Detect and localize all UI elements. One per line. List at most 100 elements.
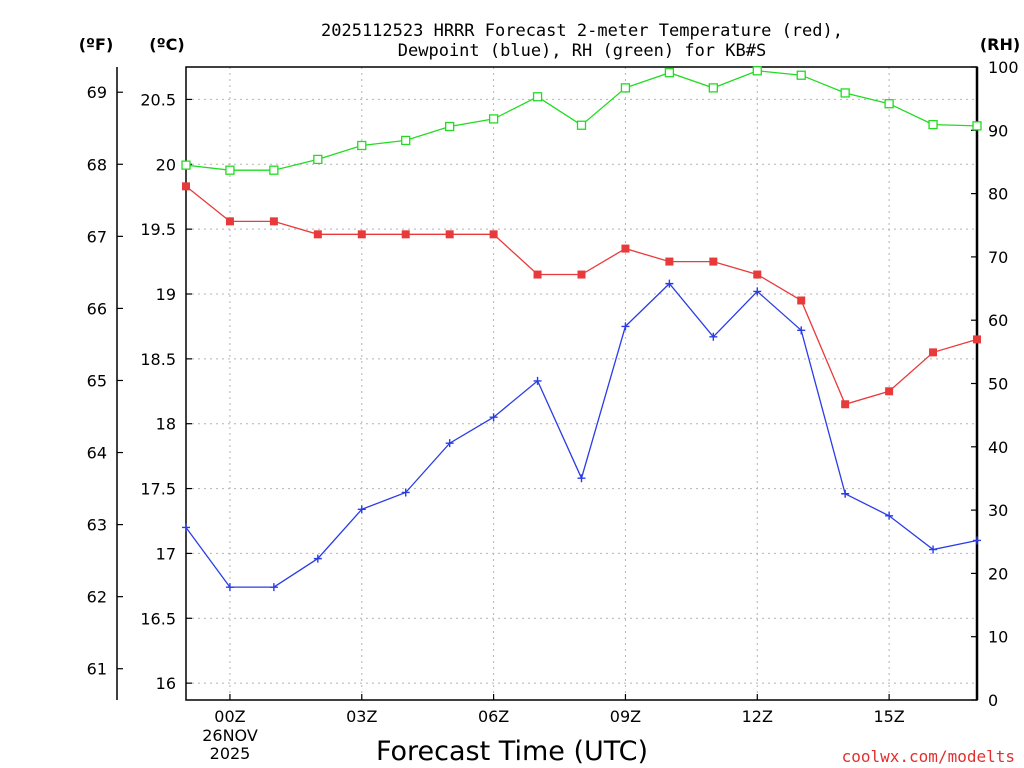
celsius-tick-label: 19: [156, 285, 176, 304]
fahrenheit-axis: 61 62 63 64 65 66 67 68 69: [87, 83, 123, 679]
fahrenheit-tick-label: 64: [87, 444, 107, 463]
celsius-tick-label: 16: [156, 674, 176, 693]
time-tick-label: 03Z: [346, 707, 377, 726]
rh-point: [532, 92, 543, 102]
dewpoint-point: [489, 413, 498, 422]
dewpoint-point: [841, 489, 850, 498]
temperature-point: [489, 230, 498, 239]
rh-unit-label: (RH): [980, 35, 1020, 54]
rh-point: [181, 160, 191, 170]
temperature-point: [709, 257, 718, 266]
dewpoint-point: [753, 287, 762, 296]
rh-tick-label: 30: [988, 501, 1008, 520]
dewpoint-point: [929, 545, 938, 554]
rh-tick-label: 90: [988, 121, 1008, 140]
temperature-point: [841, 400, 850, 409]
rh-axis: 0 10 20 30 40 50 60 70 80 90 100: [971, 58, 1019, 710]
time-axis: 00Z 03Z 06Z 09Z 12Z 15Z: [214, 694, 905, 726]
time-tick-label: 00Z: [214, 707, 245, 726]
rh-point: [269, 165, 279, 175]
rh-point: [313, 154, 323, 165]
fahrenheit-tick-label: 63: [87, 516, 107, 535]
rh-point: [576, 120, 587, 130]
dewpoint-point: [577, 474, 586, 483]
rh-tick-label: 20: [988, 564, 1008, 583]
fahrenheit-tick-label: 62: [87, 588, 107, 607]
rh-line: [185, 70, 978, 171]
rh-tick-label: 0: [988, 691, 998, 710]
rh-tick-label: 100: [988, 58, 1019, 77]
celsius-tick-label: 18.5: [140, 350, 176, 369]
temperature-point: [225, 217, 234, 226]
temperature-line: [185, 185, 978, 406]
celsius-tick-label: 17.5: [140, 480, 176, 499]
grid-lines: [186, 67, 977, 700]
rh-point: [752, 66, 762, 76]
rh-point: [357, 140, 367, 151]
rh-point: [488, 114, 499, 124]
dewpoint-point: [269, 583, 278, 592]
rh-tick-label: 70: [988, 248, 1008, 267]
rh-point: [972, 121, 982, 131]
dewpoint-point: [313, 554, 322, 563]
rh-point: [445, 121, 455, 132]
temperature-point: [445, 230, 454, 239]
dewpoint-point: [709, 332, 718, 341]
temperature-series: [182, 182, 981, 409]
rh-point: [225, 165, 235, 175]
rh-point: [884, 99, 894, 109]
time-tick-label: 09Z: [610, 707, 641, 726]
temperature-point: [929, 348, 938, 357]
rh-point: [620, 83, 631, 93]
celsius-tick-label: 18: [156, 415, 176, 434]
time-tick-label: 06Z: [478, 707, 509, 726]
dewpoint-series: [182, 279, 981, 592]
dewpoint-point: [182, 523, 190, 532]
rh-point: [928, 119, 938, 130]
temperature-point: [533, 270, 542, 279]
celsius-unit-label: (ºC): [149, 35, 184, 54]
rh-tick-label: 80: [988, 185, 1008, 204]
celsius-tick-label: 20.5: [140, 90, 176, 109]
plot-frame: [185, 66, 978, 701]
temperature-point: [577, 270, 586, 279]
temperature-point: [269, 217, 278, 226]
celsius-tick-label: 17: [156, 544, 176, 563]
fahrenheit-tick-label: 66: [87, 299, 107, 318]
temperature-point: [621, 244, 630, 253]
dewpoint-point: [533, 376, 542, 385]
dewpoint-point: [885, 511, 894, 520]
temperature-point: [973, 335, 981, 344]
temperature-point: [357, 230, 366, 239]
celsius-tick-label: 19.5: [140, 220, 176, 239]
credit-text: coolwx.com/modelts: [842, 747, 1015, 766]
rh-point: [401, 135, 411, 146]
rh-point: [796, 70, 806, 80]
celsius-tick-label: 16.5: [140, 609, 176, 628]
temperature-point: [665, 257, 674, 266]
celsius-tick-label: 20: [156, 155, 176, 174]
dewpoint-point: [225, 583, 234, 592]
rh-point: [840, 88, 850, 98]
temperature-point: [797, 296, 806, 305]
fahrenheit-tick-label: 61: [87, 660, 107, 679]
rh-tick-label: 40: [988, 438, 1008, 457]
celsius-axis: 16 16.5 17 17.5 18 18.5 19 19.5 20 20.5: [140, 90, 192, 693]
rh-point: [664, 68, 675, 78]
rh-tick-label: 60: [988, 311, 1008, 330]
dewpoint-point: [401, 488, 410, 497]
fahrenheit-tick-label: 69: [87, 83, 107, 102]
dewpoint-point: [797, 326, 806, 335]
dewpoint-point: [445, 439, 454, 448]
temperature-point: [885, 387, 894, 396]
dewpoint-point: [665, 279, 674, 288]
rh-series: [181, 66, 982, 175]
fahrenheit-tick-label: 65: [87, 371, 107, 390]
time-tick-label: 12Z: [742, 707, 773, 726]
date-label-day: 26NOV: [202, 726, 258, 745]
rh-tick-label: 10: [988, 628, 1008, 647]
dewpoint-point: [621, 322, 630, 331]
fahrenheit-unit-label: (ºF): [79, 35, 114, 54]
temperature-point: [401, 230, 410, 239]
dewpoint-point: [973, 536, 981, 545]
